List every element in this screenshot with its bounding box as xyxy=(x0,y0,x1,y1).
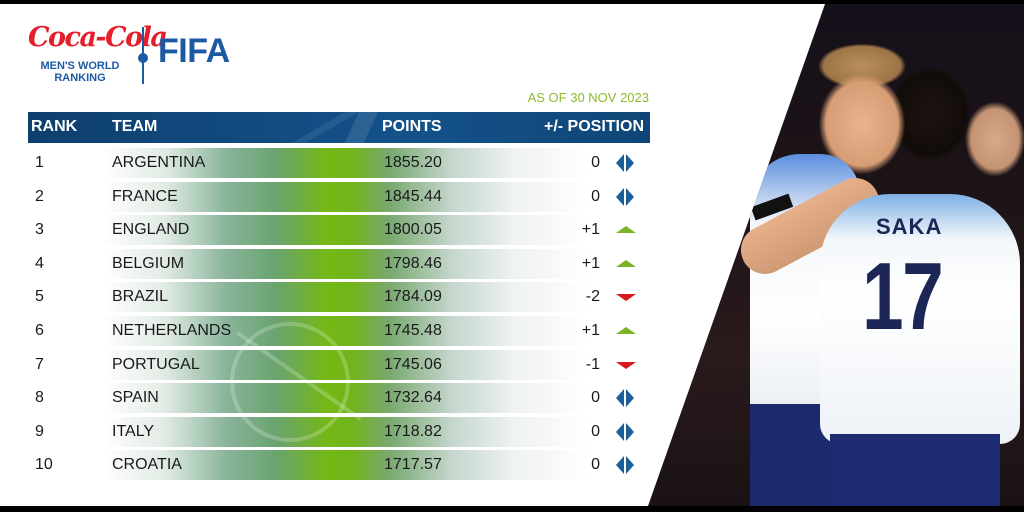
points-cell: 1798.46 xyxy=(384,254,442,272)
team-cell: FRANCE xyxy=(112,187,178,205)
left-right-arrows-icon xyxy=(614,187,636,206)
shirt-number: 17 xyxy=(862,243,944,350)
points-cell: 1717.57 xyxy=(384,456,442,474)
rank-cell: 2 xyxy=(35,187,44,205)
left-right-arrows-icon xyxy=(614,422,636,441)
change-cell: 0 xyxy=(591,187,600,205)
table-row: 5 BRAZIL 1784.09 -2 xyxy=(28,282,650,313)
left-right-arrows-icon xyxy=(614,154,636,172)
header-points: POINTS xyxy=(382,118,442,135)
table-row: 1 ARGENTINA 1855.20 0 xyxy=(28,148,650,178)
table-row: 3 ENGLAND 1800.05 +1 xyxy=(28,215,650,246)
team-cell: ARGENTINA xyxy=(112,154,206,171)
triangle-up-icon xyxy=(614,221,636,239)
ranking-subtitle: MEN'S WORLD RANKING xyxy=(28,60,132,84)
table-row: 8 SPAIN 1732.64 0 xyxy=(28,383,650,414)
ranking-table: 1 ARGENTINA 1855.20 0 2 FRANCE 1845.44 0… xyxy=(28,148,650,484)
player-shorts xyxy=(830,434,1000,506)
change-cell: 0 xyxy=(591,456,600,474)
change-cell: +1 xyxy=(581,221,600,239)
change-cell: -1 xyxy=(585,355,600,373)
shirt-name: SAKA xyxy=(876,214,943,239)
rank-cell: 1 xyxy=(35,154,44,171)
table-row: 10 CROATIA 1717.57 0 xyxy=(28,450,650,481)
points-cell: 1732.64 xyxy=(384,389,442,407)
rank-cell: 4 xyxy=(35,254,44,272)
table-row: 2 FRANCE 1845.44 0 xyxy=(28,181,650,212)
points-cell: 1800.05 xyxy=(384,221,442,239)
team-cell: SPAIN xyxy=(112,389,159,407)
team-cell: NETHERLANDS xyxy=(112,321,232,339)
change-cell: +1 xyxy=(581,254,600,272)
team-cell: ENGLAND xyxy=(112,221,190,239)
subtitle-line-2: RANKING xyxy=(54,72,106,84)
table-row: 4 BELGIUM 1798.46 +1 xyxy=(28,248,650,279)
players-celebration-photo: SAKA 17 xyxy=(648,4,1024,506)
player-shirt-back xyxy=(820,194,1020,444)
points-cell: 1718.82 xyxy=(384,422,442,440)
points-cell: 1745.06 xyxy=(384,355,442,373)
change-cell: 0 xyxy=(591,154,600,171)
header-position-change: +/- POSITION xyxy=(543,118,644,135)
triangle-down-icon xyxy=(614,356,636,374)
table-header: RANK TEAM POINTS +/- POSITION xyxy=(28,112,650,143)
subtitle-line-1: MEN'S WORLD xyxy=(40,60,120,72)
points-cell: 1784.09 xyxy=(384,288,442,306)
table-row: 9 ITALY 1718.82 0 xyxy=(28,416,650,447)
left-right-arrows-icon xyxy=(614,389,636,408)
as-of-date: AS OF 30 NOV 2023 xyxy=(527,90,649,105)
logo-divider-dot xyxy=(138,53,148,63)
rank-cell: 6 xyxy=(35,321,44,339)
rank-cell: 7 xyxy=(35,355,44,373)
team-cell: ITALY xyxy=(112,422,155,440)
ranking-graphic: SAKA 17 Coca-Cola MEN'S WORLD RANKING FI… xyxy=(0,4,1024,506)
fifa-logo: FIFA xyxy=(158,32,230,70)
team-cell: PORTUGAL xyxy=(112,355,200,373)
triangle-down-icon xyxy=(614,288,636,306)
rank-cell: 9 xyxy=(35,422,44,440)
table-row: 6 NETHERLANDS 1745.48 +1 xyxy=(28,315,650,346)
points-cell: 1855.20 xyxy=(384,154,442,171)
change-cell: 0 xyxy=(591,422,600,440)
points-cell: 1745.48 xyxy=(384,321,442,339)
team-cell: BRAZIL xyxy=(112,288,169,306)
rank-cell: 10 xyxy=(35,456,53,474)
rank-cell: 8 xyxy=(35,389,44,407)
rank-cell: 3 xyxy=(35,221,44,239)
triangle-up-icon xyxy=(614,322,636,340)
points-cell: 1845.44 xyxy=(384,187,442,205)
team-cell: BELGIUM xyxy=(112,254,185,272)
left-right-arrows-icon xyxy=(614,456,636,475)
table-row: 7 PORTUGAL 1745.06 -1 xyxy=(28,349,650,380)
rank-cell: 5 xyxy=(35,288,44,306)
team-cell: CROATIA xyxy=(112,456,182,474)
header-rank: RANK xyxy=(31,118,78,135)
coca-cola-logo: Coca-Cola xyxy=(28,22,168,53)
change-cell: 0 xyxy=(591,389,600,407)
triangle-up-icon xyxy=(614,255,636,273)
change-cell: -2 xyxy=(585,288,600,306)
change-cell: +1 xyxy=(581,321,600,339)
header-team: TEAM xyxy=(112,118,158,135)
